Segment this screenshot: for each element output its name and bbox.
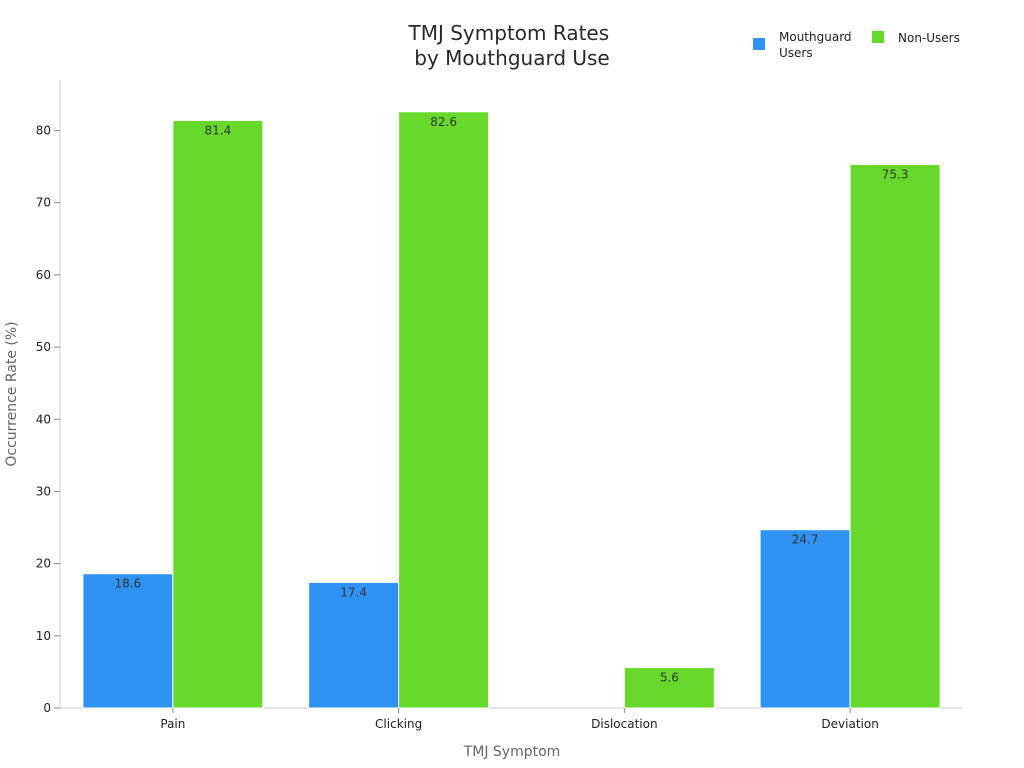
y-tick-label: 60 [36,268,51,282]
bar [172,119,264,709]
x-tick-label: Dislocation [591,717,657,731]
chart-title-line-2: by Mouthguard Use [414,46,610,70]
y-tick-label: 10 [36,629,51,643]
bar-value-label: 17.4 [340,585,367,599]
bar-value-label: 81.4 [205,123,232,137]
legend-label-non-users: Non-Users [898,31,960,45]
chart-title-line-1: TMJ Symptom Rates [408,21,610,45]
chart-title: TMJ Symptom Rates by Mouthguard Use [408,21,616,70]
bar-value-label: 24.7 [792,533,819,547]
bar-labels: 18.6 81.4 17.4 82.6 5.6 24.7 75.3 [115,115,909,685]
bar [308,581,400,709]
y-tick-label: 70 [36,196,51,210]
y-tick-label: 0 [43,701,51,715]
bar [759,529,851,709]
y-tick-label: 30 [36,484,51,498]
bar-value-label: 75.3 [882,167,909,181]
bar [623,667,715,709]
y-tick-label: 40 [36,412,51,426]
x-tick-label: Deviation [821,717,878,731]
bars [82,111,941,709]
bar [398,111,490,709]
legend-swatch-mouthguard-users [753,38,765,50]
bar-value-label: 18.6 [115,577,142,591]
legend: Mouthguard Users Non-Users [753,30,960,60]
x-ticks: Pain Clicking Dislocation Deviation [160,708,879,731]
y-axis-label: Occurrence Rate (%) [4,321,20,466]
bar [849,163,941,709]
bar [82,573,174,709]
x-axis-label: TMJ Symptom [463,744,561,760]
bar-value-label: 5.6 [660,671,679,685]
legend-label-mouthguard-users: Mouthguard Users [779,30,855,60]
x-tick-label: Pain [160,717,185,731]
bar-value-label: 82.6 [430,115,457,129]
x-tick-label: Clicking [375,717,422,731]
legend-swatch-non-users [872,31,884,43]
y-tick-label: 50 [36,340,51,354]
y-tick-label: 80 [36,124,51,138]
y-ticks: 0 10 20 30 40 50 60 70 80 [36,124,60,715]
y-tick-label: 20 [36,557,51,571]
